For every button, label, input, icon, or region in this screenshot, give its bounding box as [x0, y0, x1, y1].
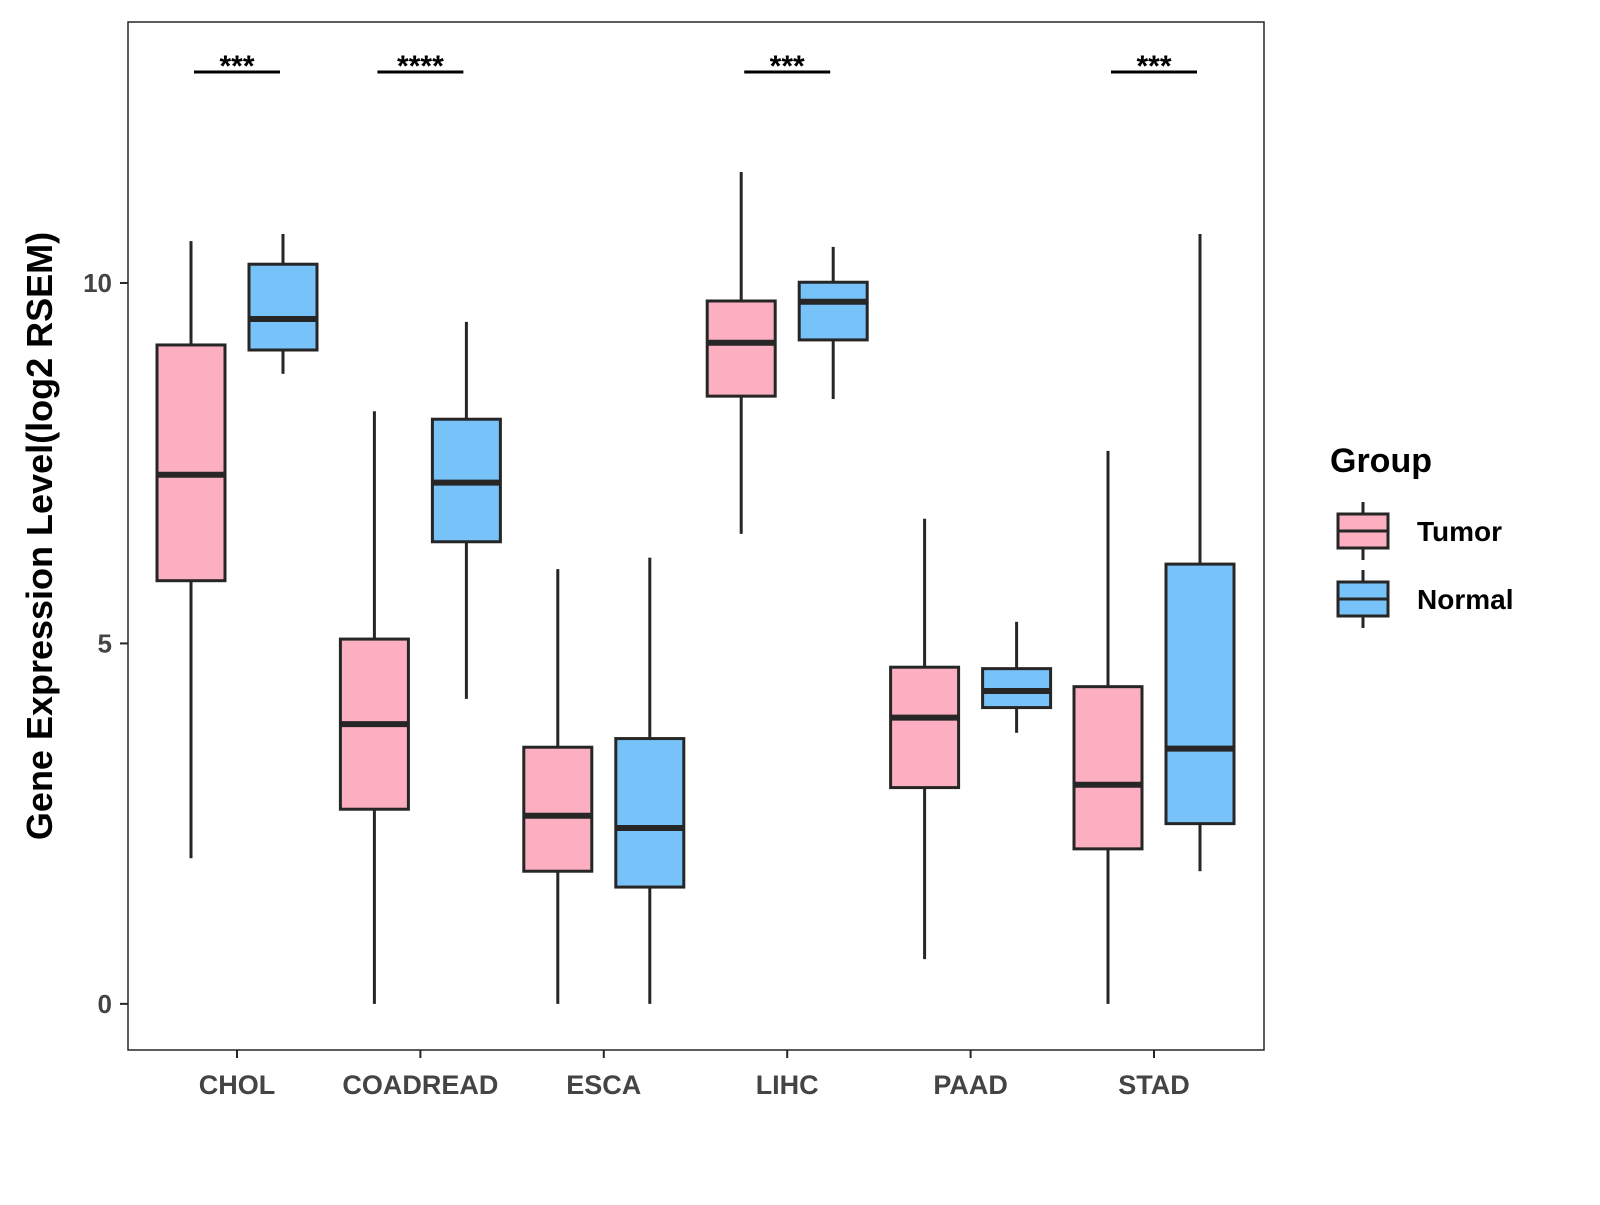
box-tumor-esca — [522, 569, 594, 1004]
box-iqr — [1164, 562, 1236, 826]
significance-label: *** — [1136, 50, 1171, 83]
box-iqr — [614, 737, 686, 889]
box-tumor-stad — [1072, 450, 1144, 1004]
x-tick-label: ESCA — [566, 1070, 641, 1100]
y-tick-label: 0 — [98, 989, 112, 1019]
box-iqr — [247, 262, 319, 352]
box-normal-chol — [247, 233, 319, 374]
box-normal-stad — [1164, 233, 1236, 872]
x-tick-label: STAD — [1118, 1070, 1190, 1100]
box-iqr — [1072, 685, 1144, 851]
plot-panel — [127, 21, 1265, 1051]
significance-label: *** — [770, 50, 805, 83]
legend-key-tumor: Tumor — [1336, 502, 1502, 560]
box-iqr — [889, 665, 961, 790]
legend-label: Tumor — [1417, 516, 1502, 547]
box-tumor-lihc — [705, 171, 777, 534]
y-tick-label: 10 — [83, 268, 112, 298]
box-iqr — [797, 280, 869, 342]
legend-title: Group — [1330, 442, 1432, 480]
significance-label: **** — [397, 50, 444, 83]
x-tick-label: PAAD — [933, 1070, 1008, 1100]
box-iqr — [522, 745, 594, 873]
x-tick-label: LIHC — [756, 1070, 819, 1100]
x-tick-label: COADREAD — [342, 1070, 498, 1100]
y-axis-label: Gene Expression Level(log2 RSEM) — [19, 232, 60, 840]
box-normal-lihc — [797, 246, 869, 400]
box-iqr — [155, 343, 227, 583]
box-normal-esca — [614, 557, 686, 1004]
y-tick-label: 5 — [98, 628, 112, 658]
legend-label: Normal — [1417, 584, 1513, 615]
box-normal-paad — [981, 621, 1053, 733]
x-tick-label: CHOL — [199, 1070, 276, 1100]
box-tumor-coadread — [338, 411, 410, 1004]
box-iqr — [705, 299, 777, 398]
box-tumor-chol — [155, 241, 227, 859]
box-normal-coadread — [430, 321, 502, 699]
significance-label: *** — [219, 50, 254, 83]
box-tumor-paad — [889, 518, 961, 960]
legend-key-normal: Normal — [1336, 570, 1513, 628]
